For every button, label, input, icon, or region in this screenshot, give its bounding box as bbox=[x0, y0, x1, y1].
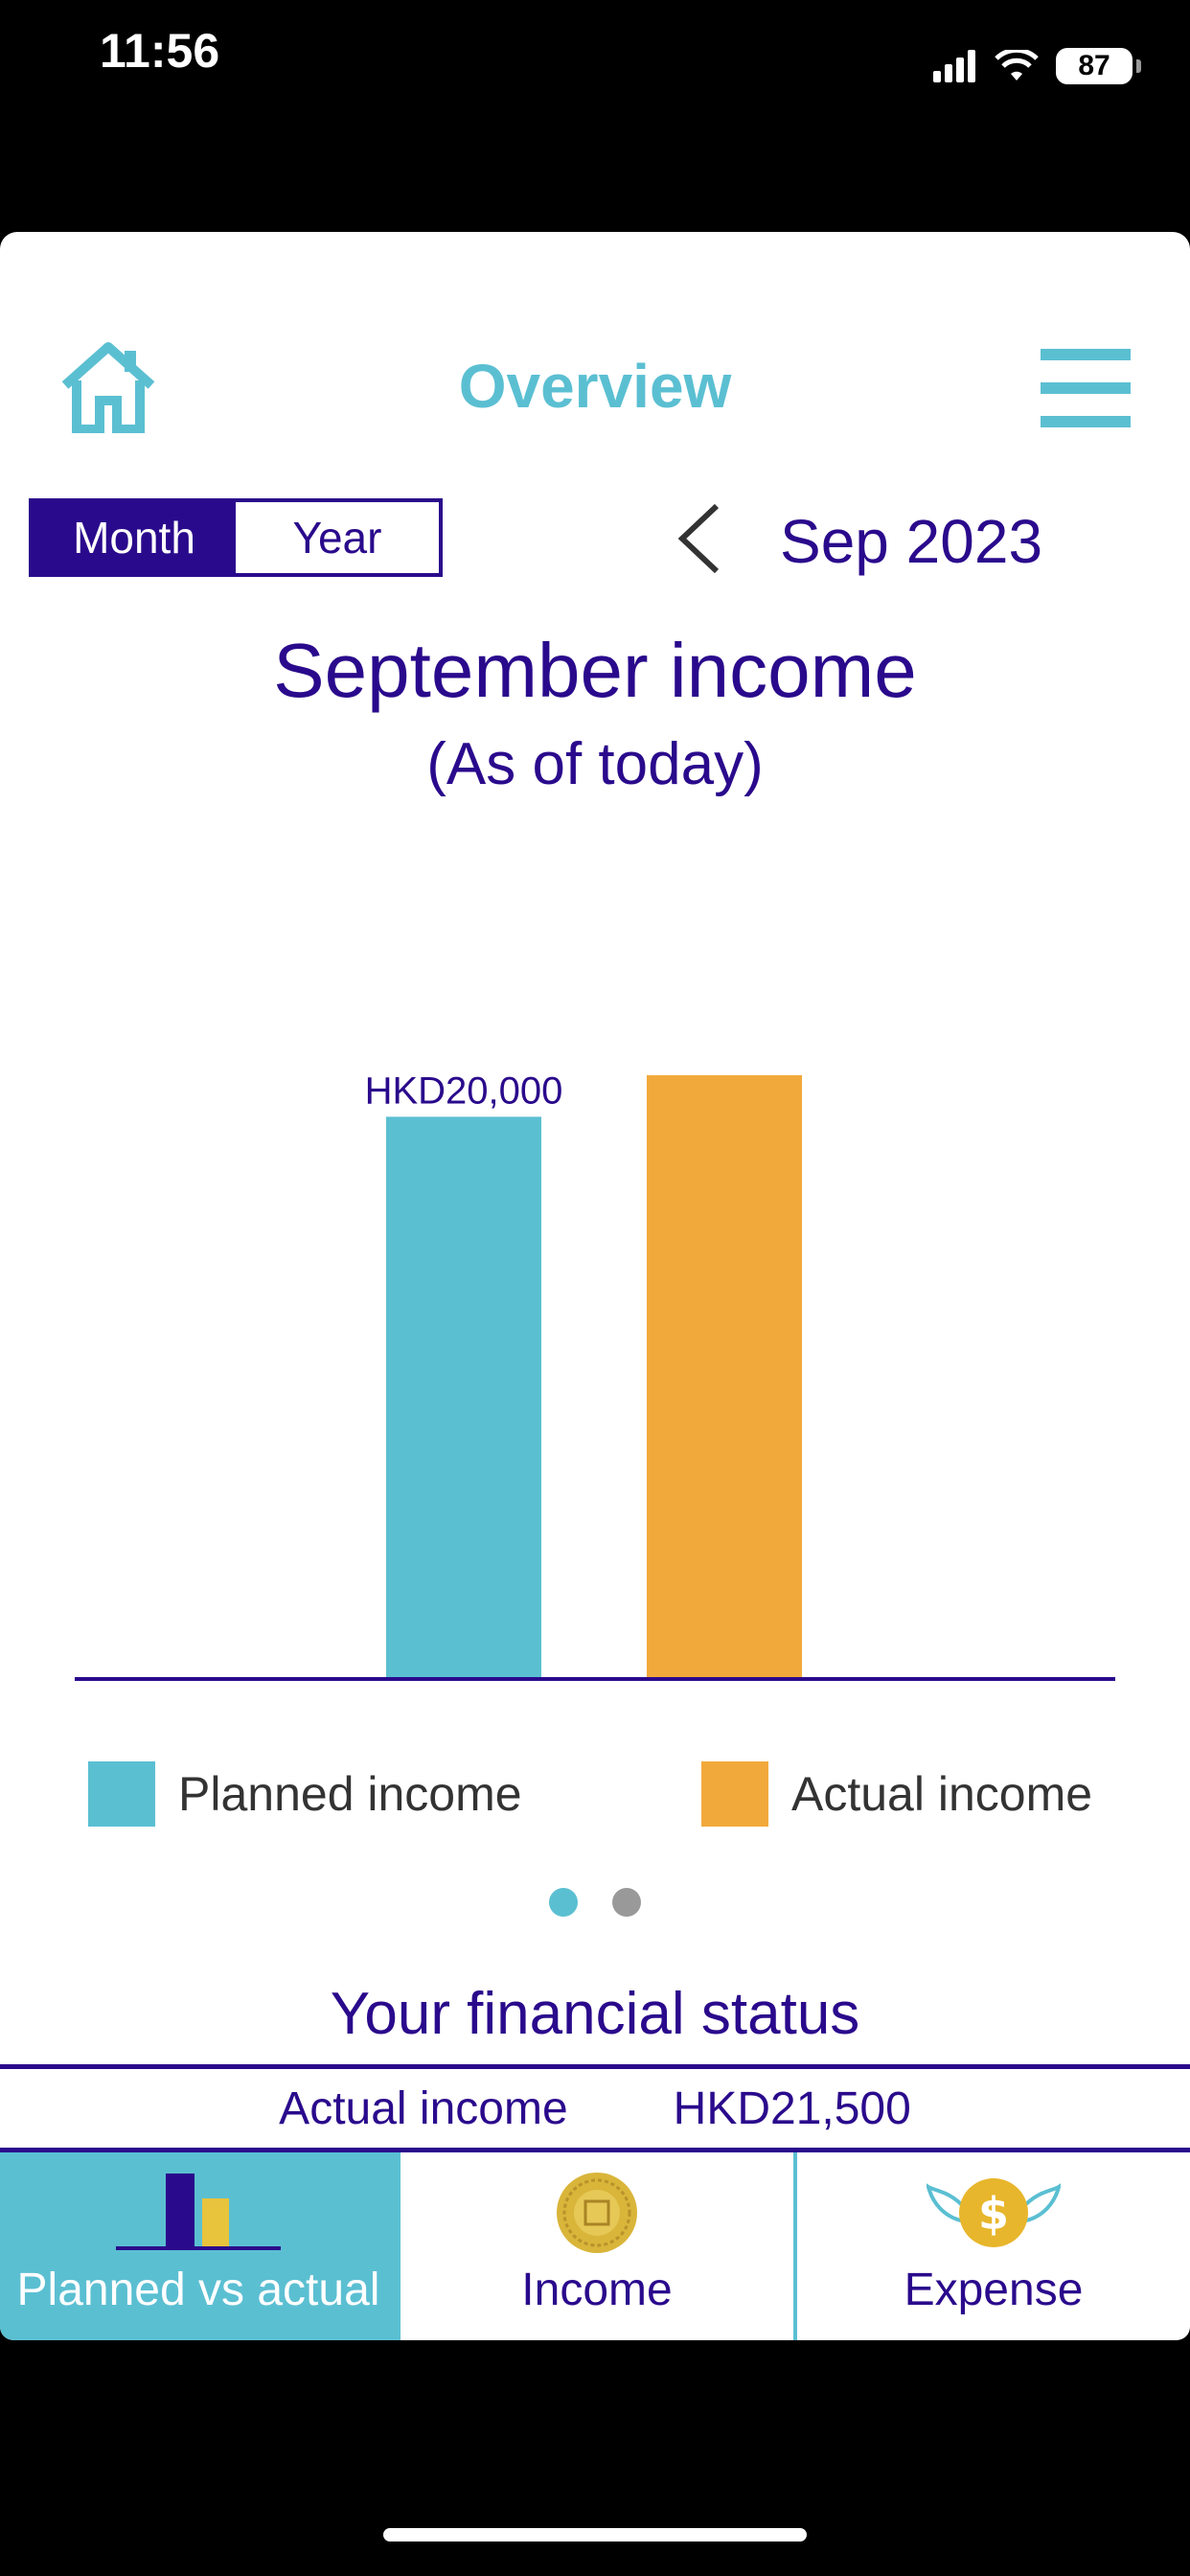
chart-title: September income bbox=[273, 628, 917, 713]
legend-label-actual: Actual income bbox=[791, 1767, 1093, 1821]
status-icons: 87 bbox=[933, 48, 1141, 84]
winged-dollar-icon: $ bbox=[927, 2178, 1061, 2247]
home-button[interactable] bbox=[56, 337, 161, 438]
chart-subtitle: (As of today) bbox=[426, 731, 764, 797]
tab-expense[interactable]: $ Expense bbox=[793, 2152, 1190, 2340]
page-dot-active[interactable] bbox=[549, 1888, 578, 1917]
hamburger-menu-icon bbox=[1041, 349, 1131, 427]
chart-legend: Planned income Actual income bbox=[0, 1761, 1190, 1828]
year-toggle-button[interactable]: Year bbox=[236, 502, 439, 573]
bar-planned-income bbox=[386, 1116, 541, 1679]
status-bar: 11:56 87 bbox=[0, 0, 1190, 134]
tab-income[interactable]: Income bbox=[397, 2152, 793, 2340]
wifi-icon bbox=[995, 50, 1039, 80]
battery-indicator: 87 bbox=[1056, 48, 1141, 84]
period-toggle: Month Year bbox=[29, 498, 443, 577]
signal-icon bbox=[933, 50, 975, 82]
tab-label-expense: Expense bbox=[904, 2265, 1084, 2315]
month-toggle-button[interactable]: Month bbox=[33, 502, 236, 573]
svg-text:$: $ bbox=[978, 2188, 1009, 2240]
legend-item-planned: Planned income bbox=[88, 1761, 522, 1827]
page-dot[interactable] bbox=[612, 1888, 641, 1917]
main-panel: Overview Month Year Sep 2023 September i… bbox=[0, 232, 1190, 2340]
financial-status-value: HKD21,500 bbox=[673, 2082, 911, 2134]
previous-period-button[interactable] bbox=[671, 500, 728, 582]
status-time: 11:56 bbox=[100, 24, 220, 78]
tab-label-income: Income bbox=[521, 2265, 673, 2315]
chevron-left-icon bbox=[677, 503, 720, 574]
financial-status-label: Actual income bbox=[279, 2082, 568, 2134]
page-title: Overview bbox=[458, 352, 732, 421]
bar-chart-icon bbox=[116, 2174, 281, 2250]
bar-value-label-planned: HKD20,000 bbox=[365, 1075, 563, 1112]
tab-planned-vs-actual[interactable]: Planned vs actual bbox=[0, 2152, 397, 2340]
page-indicator bbox=[0, 1888, 1190, 1917]
bottom-tab-bar: Planned vs actual Income bbox=[0, 2152, 1190, 2340]
home-indicator[interactable] bbox=[383, 2528, 807, 2542]
legend-item-actual: Actual income bbox=[701, 1761, 1092, 1827]
financial-status-title: Your financial status bbox=[330, 1981, 860, 2047]
legend-swatch-actual bbox=[701, 1761, 768, 1827]
menu-button[interactable] bbox=[1041, 345, 1131, 436]
current-period-label: Sep 2023 bbox=[780, 507, 1043, 576]
bar-actual-income bbox=[647, 1075, 802, 1679]
income-bar-chart: HKD20,000HKD21,500 bbox=[75, 1075, 1115, 1681]
legend-label-planned: Planned income bbox=[178, 1767, 522, 1821]
home-icon bbox=[61, 342, 155, 434]
gold-coin-icon bbox=[557, 2173, 637, 2253]
financial-status-row: Actual income HKD21,500 bbox=[0, 2064, 1190, 2152]
tab-label-planned-vs-actual: Planned vs actual bbox=[16, 2265, 380, 2315]
legend-swatch-planned bbox=[88, 1761, 155, 1827]
